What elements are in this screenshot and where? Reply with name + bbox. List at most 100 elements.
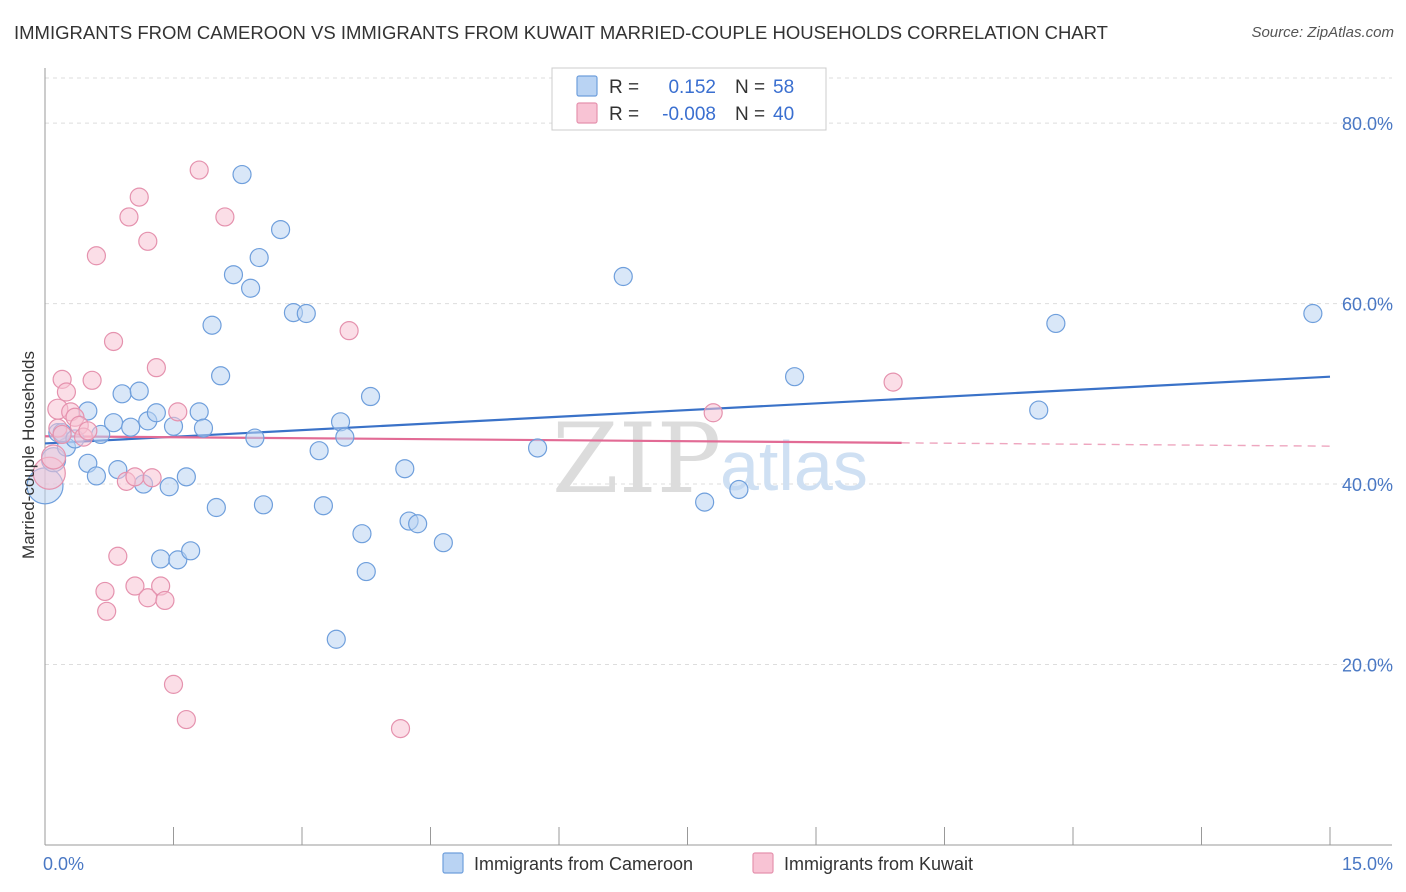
point-cameroon: [202, 315, 222, 335]
point-kuwait: [97, 601, 117, 621]
point-kuwait: [189, 160, 209, 180]
legend-swatch-cameroon: [576, 75, 598, 97]
series-legend-swatch-kuwait: [752, 852, 774, 874]
point-kuwait: [163, 674, 184, 694]
point-cameroon: [211, 366, 231, 386]
point-kuwait: [129, 187, 149, 207]
point-cameroon: [729, 479, 749, 500]
legend-box: [551, 67, 827, 131]
legend-swatch-kuwait: [576, 102, 598, 124]
series-legend-label-kuwait: Immigrants from Kuwait: [784, 854, 973, 874]
point-cameroon: [176, 467, 196, 487]
point-cameroon: [408, 514, 428, 534]
point-kuwait: [390, 718, 411, 739]
watermark: ZIP atlas: [552, 403, 868, 515]
point-kuwait: [703, 403, 723, 423]
point-cameroon: [1303, 303, 1323, 324]
point-kuwait: [86, 246, 107, 266]
x-tick-labels: 0.0% 15.0%: [43, 854, 1393, 874]
series-legend: Immigrants from Cameroon Immigrants from…: [442, 852, 973, 874]
correlation-legend: R = 0.152 N = 58 R = -0.008 N = 40: [551, 67, 827, 131]
point-cameroon: [112, 384, 132, 404]
point-cameroon: [356, 561, 376, 582]
point-cameroon: [193, 418, 214, 438]
point-kuwait: [138, 231, 158, 251]
point-cameroon: [695, 492, 715, 512]
chart-title: IMMIGRANTS FROM CAMEROON VS IMMIGRANTS F…: [14, 22, 1108, 43]
point-cameroon: [129, 381, 149, 401]
x-tick-label-min: 0.0%: [43, 854, 84, 874]
series-legend-label-cameroon: Immigrants from Cameroon: [474, 854, 693, 874]
point-kuwait: [339, 321, 359, 341]
legend-r-label-kuwait: R =: [609, 104, 639, 125]
point-cameroon: [527, 438, 548, 458]
point-kuwait: [56, 382, 77, 402]
legend-n-label-kuwait: N =: [735, 104, 765, 125]
gridlines: [45, 77, 1392, 666]
point-cameroon: [232, 164, 252, 185]
point-kuwait: [215, 207, 235, 227]
point-cameroon: [121, 417, 141, 437]
legend-n-value-kuwait: 40: [773, 104, 794, 125]
point-cameroon: [784, 367, 805, 387]
point-kuwait: [125, 576, 145, 596]
watermark-zip: ZIP: [552, 403, 721, 515]
source-credit: Source: ZipAtlas.com: [1251, 24, 1394, 41]
point-kuwait: [125, 467, 145, 487]
point-cameroon: [335, 427, 355, 447]
trend-line-kuwait: [44, 435, 902, 444]
point-kuwait: [142, 468, 162, 488]
point-cameroon: [1029, 400, 1049, 420]
point-kuwait: [119, 207, 139, 227]
point-kuwait: [40, 444, 67, 470]
legend-r-label-cameroon: R =: [609, 77, 639, 98]
point-kuwait: [176, 709, 196, 730]
legend-n-value-cameroon: 58: [773, 77, 794, 98]
point-cameroon: [360, 386, 381, 407]
point-cameroon: [146, 403, 166, 423]
x-tick-label-max: 15.0%: [1342, 854, 1393, 874]
point-cameroon: [352, 524, 372, 544]
data-points: [26, 160, 1323, 739]
y-tick-label: 20.0%: [1342, 656, 1393, 676]
point-kuwait: [155, 590, 175, 611]
point-cameroon: [223, 265, 244, 285]
point-cameroon: [159, 477, 179, 497]
point-cameroon: [309, 441, 329, 461]
point-cameroon: [241, 278, 261, 298]
point-cameroon: [613, 266, 633, 287]
y-tick-label: 80.0%: [1342, 114, 1393, 134]
point-kuwait: [168, 402, 188, 422]
series-legend-swatch-cameroon: [442, 852, 464, 874]
point-cameroon: [181, 541, 201, 561]
y-tick-label: 40.0%: [1342, 475, 1393, 495]
legend-r-value-kuwait: -0.008: [662, 104, 716, 125]
y-tick-label: 60.0%: [1342, 295, 1393, 315]
point-cameroon: [395, 459, 415, 479]
point-cameroon: [245, 428, 265, 448]
y-axis-title: Married-couple Households: [19, 351, 38, 559]
point-cameroon: [189, 402, 209, 422]
point-cameroon: [313, 496, 334, 516]
point-kuwait: [52, 424, 72, 445]
point-cameroon: [103, 413, 124, 433]
point-kuwait: [78, 421, 98, 441]
point-cameroon: [326, 629, 346, 649]
point-kuwait: [82, 370, 102, 390]
point-cameroon: [296, 303, 316, 324]
trend-line-kuwait-extrapolated: [901, 442, 1331, 447]
point-cameroon: [270, 219, 291, 240]
point-cameroon: [151, 549, 171, 569]
point-cameroon: [253, 495, 274, 515]
y-tick-labels: 20.0% 40.0% 60.0% 80.0%: [1342, 114, 1393, 675]
point-kuwait: [883, 372, 903, 392]
point-kuwait: [103, 331, 124, 352]
point-cameroon: [86, 466, 107, 486]
point-cameroon: [206, 497, 226, 518]
point-cameroon: [249, 247, 269, 268]
point-kuwait: [146, 358, 166, 378]
point-kuwait: [108, 546, 128, 566]
point-cameroon: [1046, 313, 1066, 334]
legend-r-value-cameroon: 0.152: [668, 77, 716, 98]
